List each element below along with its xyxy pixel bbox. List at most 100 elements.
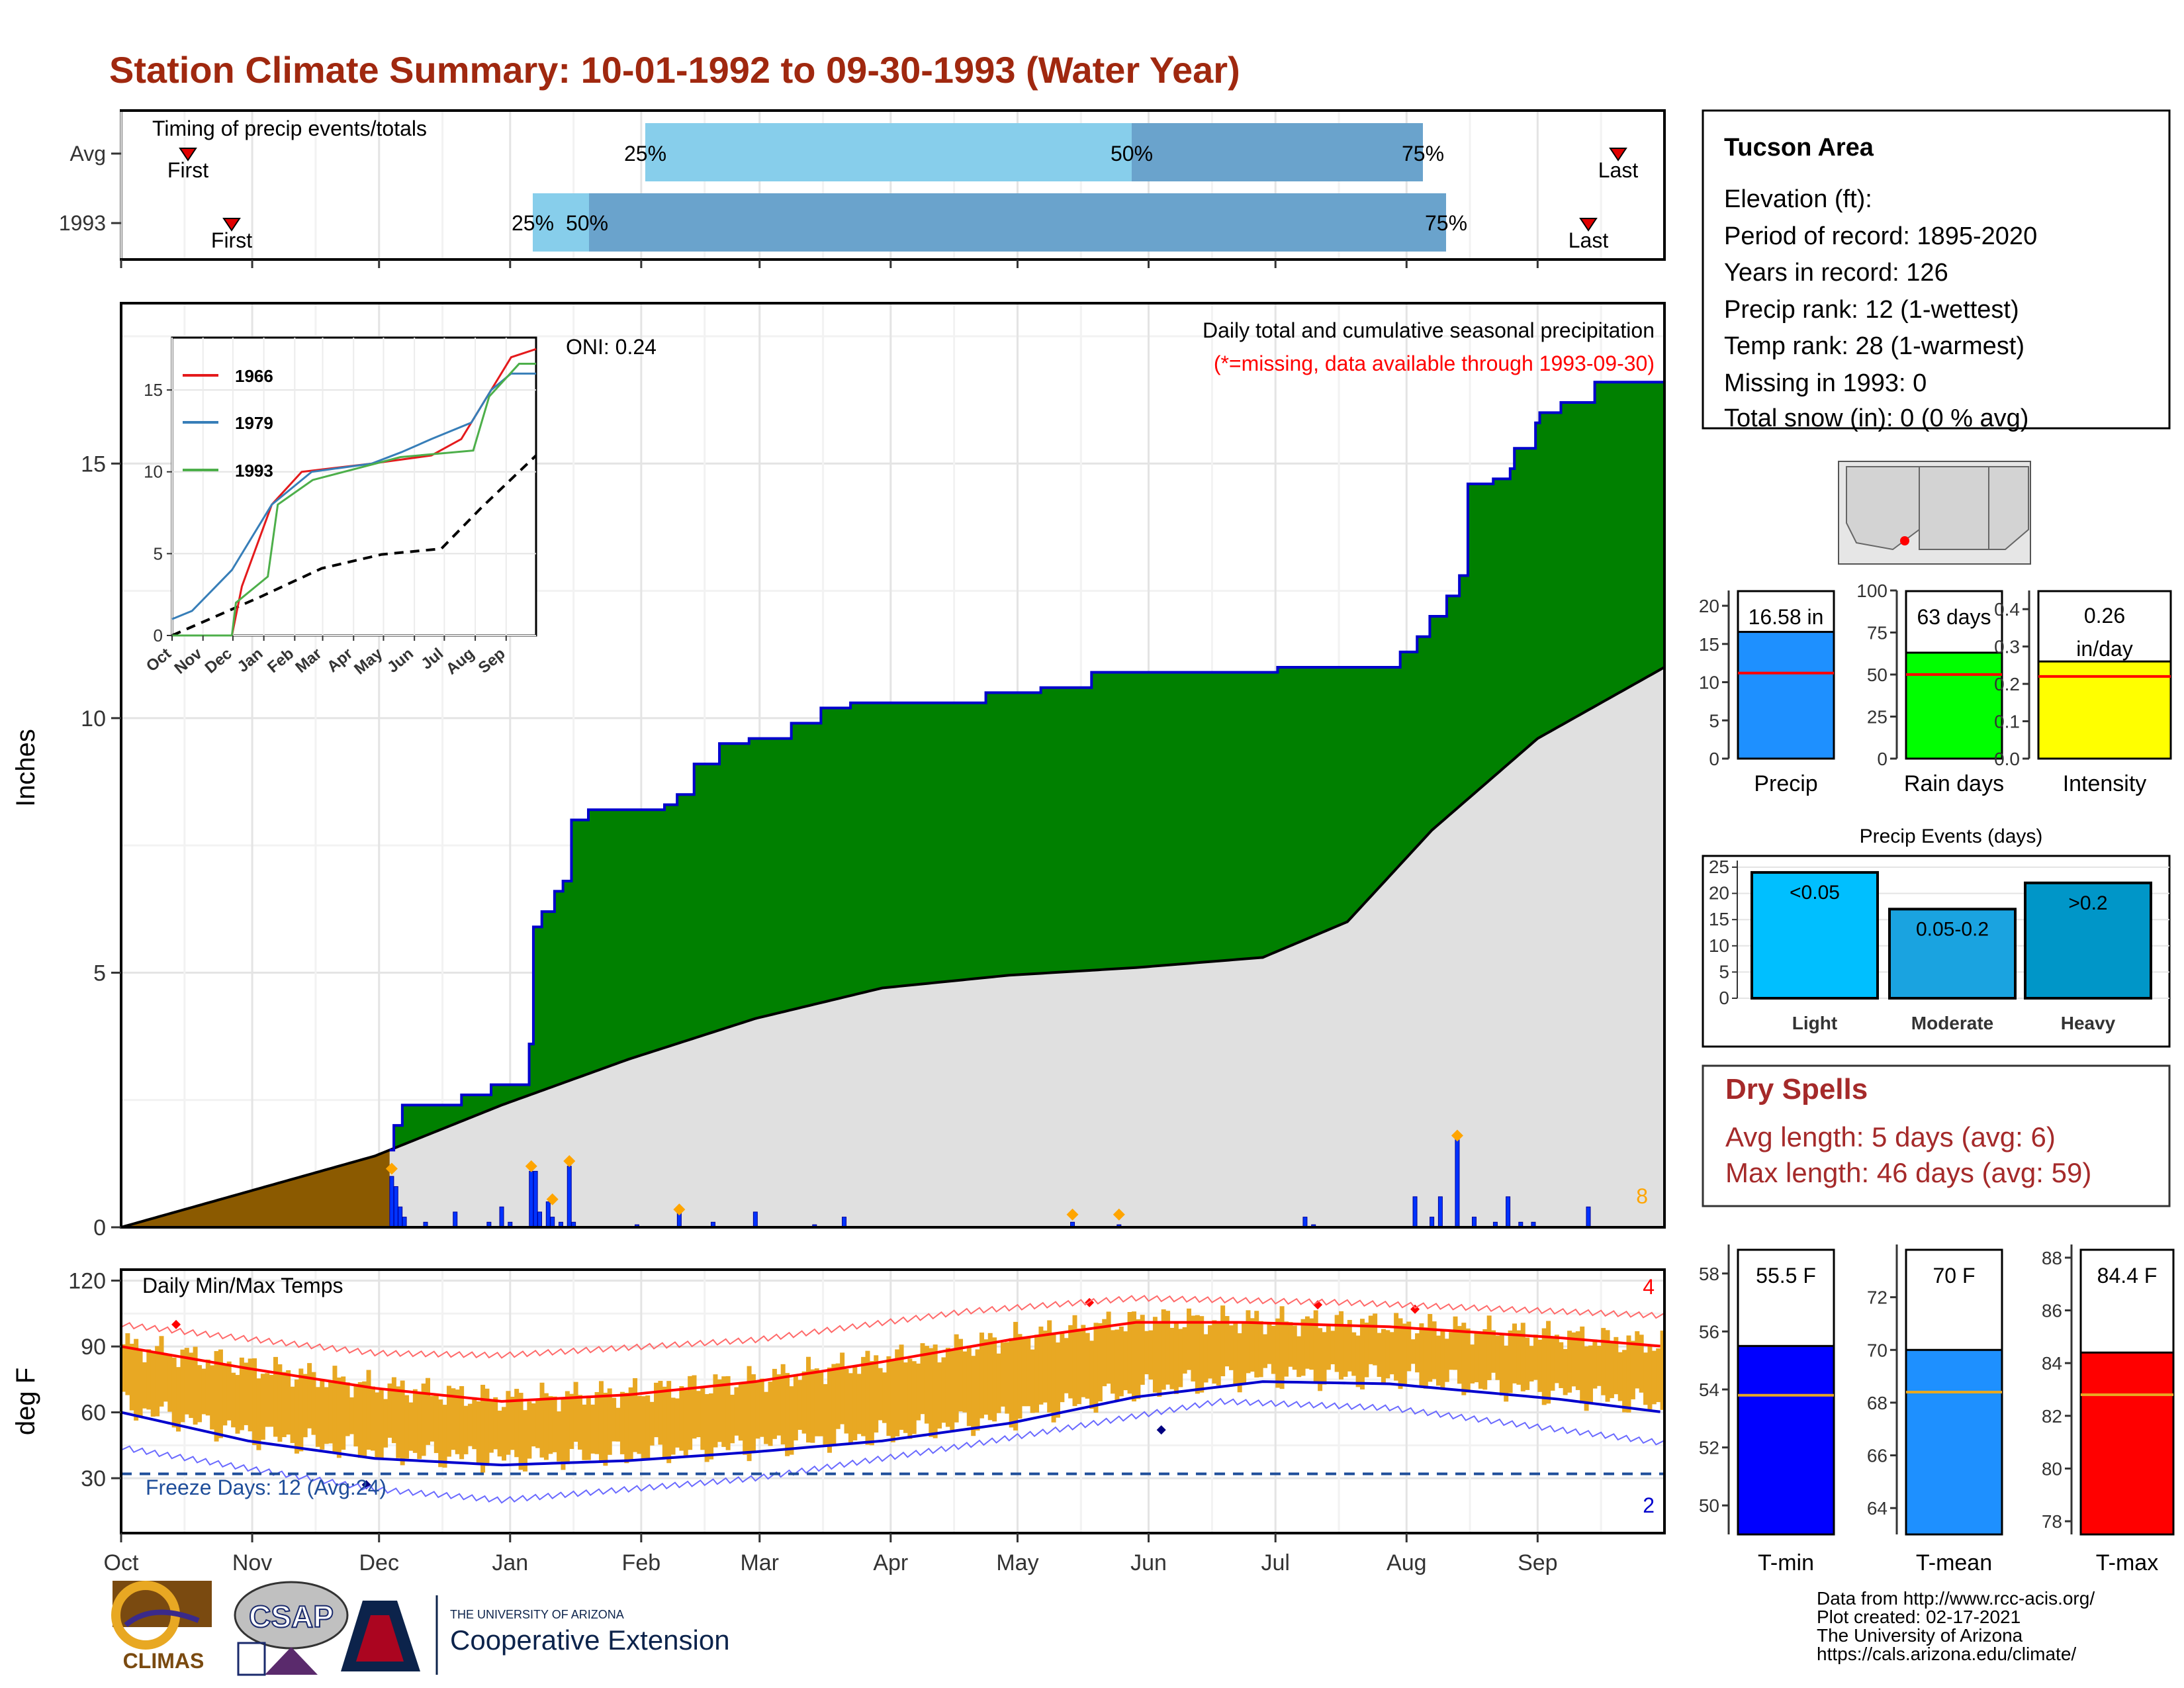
footer-credits: Data from http://www.rcc-acis.org/ Plot … — [1817, 1588, 2095, 1664]
temp-range-bar — [121, 1344, 126, 1392]
temp-range-bar — [1559, 1342, 1564, 1388]
inset-legend-1966: 1966 — [235, 366, 273, 386]
temp-range-bar — [1478, 1331, 1483, 1389]
temp-range-bar — [759, 1378, 764, 1437]
temp-range-bar — [1537, 1339, 1543, 1392]
temp-range-bar — [201, 1368, 206, 1415]
temp-range-bar — [417, 1393, 422, 1459]
temp-range-bar — [1457, 1326, 1462, 1384]
temp-range-bar — [641, 1396, 646, 1461]
temp-range-bar — [239, 1357, 244, 1430]
temp-range-bar — [412, 1389, 418, 1453]
y-tick-label: 120 — [68, 1269, 106, 1294]
temp-range-bar — [1076, 1328, 1081, 1405]
temp-range-bar — [950, 1350, 955, 1430]
avg-last-marker — [1609, 148, 1627, 162]
temp-range-bar — [438, 1399, 443, 1468]
temp-range-bar — [1297, 1336, 1302, 1378]
summary-bar — [1905, 651, 2003, 760]
temp-range-bar — [747, 1366, 752, 1462]
temp-range-bar — [1102, 1319, 1107, 1387]
record-low-line — [120, 1397, 1665, 1504]
climas-logo: CLIMAS — [111, 1581, 212, 1673]
temp-range-bar — [801, 1371, 807, 1434]
temp-range-bar — [594, 1391, 600, 1454]
temp-range-bar — [1499, 1334, 1504, 1396]
bar-value-label: 84.4 F — [2097, 1264, 2158, 1288]
month-tick-label: Oct — [104, 1550, 139, 1575]
temp-range-bar — [1347, 1319, 1352, 1372]
station-location-marker — [1900, 536, 1909, 545]
y-tick-label: 84 — [2042, 1353, 2062, 1374]
temp-range-bar — [1563, 1348, 1568, 1395]
timing-panel: Timing of precip events/totals 25% 50% 7… — [59, 109, 1666, 268]
temp-range-bar — [933, 1344, 938, 1438]
temp-range-bar — [1647, 1346, 1653, 1410]
temp-range-bar — [357, 1382, 363, 1458]
temp-range-bar — [1005, 1342, 1010, 1414]
temp-range-bar — [1508, 1330, 1513, 1393]
temp-range-bar — [1178, 1329, 1183, 1387]
temp-range-bar — [628, 1387, 633, 1460]
inset-1979-line — [171, 372, 536, 620]
event-marker — [546, 1193, 559, 1205]
temp-range-bar — [1148, 1330, 1154, 1380]
temp-range-bar — [442, 1405, 447, 1468]
temp-range-bar — [1047, 1320, 1052, 1413]
temp-range-bar — [734, 1387, 739, 1436]
temp-range-bar — [785, 1373, 790, 1456]
temp-range-bar — [463, 1405, 469, 1454]
temp-range-bar — [366, 1370, 371, 1450]
temp-range-bar — [315, 1387, 320, 1447]
month-tick-label: Dec — [359, 1550, 398, 1575]
temp-range-bar — [929, 1348, 934, 1437]
temp-range-bar — [1017, 1334, 1023, 1419]
yr-p25-label: 25% — [512, 211, 554, 235]
y-tick-label: 0.0 — [1994, 749, 2020, 769]
temp-range-bar — [1423, 1327, 1428, 1389]
temp-range-bar — [844, 1369, 849, 1434]
temp-range-bar — [1072, 1315, 1077, 1407]
summary-bar-chart: 78 80 82 84 86 88 84.4 F T-max — [2042, 1244, 2175, 1575]
temp-range-bar — [840, 1352, 845, 1425]
temp-range-bar — [924, 1346, 929, 1424]
summary-bar — [1737, 1344, 1835, 1536]
temp-range-bar — [1495, 1335, 1500, 1380]
temp-range-bar — [142, 1362, 147, 1409]
temp-range-bar — [1106, 1311, 1111, 1384]
temp-range-bar — [324, 1387, 329, 1444]
cumulative-precip-area — [389, 382, 1664, 1150]
daily-precip-bar — [1586, 1206, 1591, 1228]
row-label-avg: Avg — [69, 142, 106, 165]
temp-range-bar — [1064, 1338, 1069, 1393]
temp-range-bar — [793, 1376, 798, 1440]
avg-first-label: First — [167, 158, 208, 182]
temp-range-bar — [484, 1388, 490, 1466]
temp-range-bar — [552, 1396, 557, 1452]
temp-range-bar — [612, 1397, 617, 1442]
temp-range-bar — [1622, 1350, 1627, 1413]
temp-range-bar — [814, 1368, 819, 1436]
temp-range-bar — [387, 1383, 392, 1438]
temp-range-bar — [658, 1381, 663, 1445]
event-bar — [2024, 881, 2152, 1000]
temp-range-bar — [895, 1349, 900, 1436]
event-count-label: 8 — [1636, 1184, 1648, 1208]
bar-category-label: Intensity — [2063, 771, 2147, 796]
cold-count-label: 2 — [1643, 1493, 1655, 1517]
temp-range-bar — [328, 1380, 334, 1444]
temp-range-bar — [362, 1381, 367, 1457]
temp-range-bar — [1643, 1352, 1649, 1405]
y-tick-label: 64 — [1867, 1498, 1888, 1519]
location-map — [1838, 461, 2031, 565]
inset-average-line — [171, 454, 537, 637]
dry-avg-length: Avg length: 5 days (avg: 6) — [1725, 1121, 2056, 1152]
temp-range-bar — [848, 1373, 853, 1443]
temp-range-bar — [459, 1385, 465, 1460]
temp-range-bar — [1021, 1337, 1026, 1407]
temp-range-bar — [916, 1363, 921, 1421]
temp-range-bar — [1381, 1329, 1386, 1383]
station-line: Total snow (in): 0 (0 % avg) — [1724, 404, 2028, 432]
event-marker — [1113, 1208, 1125, 1221]
event-category-label: Light — [1792, 1013, 1837, 1033]
